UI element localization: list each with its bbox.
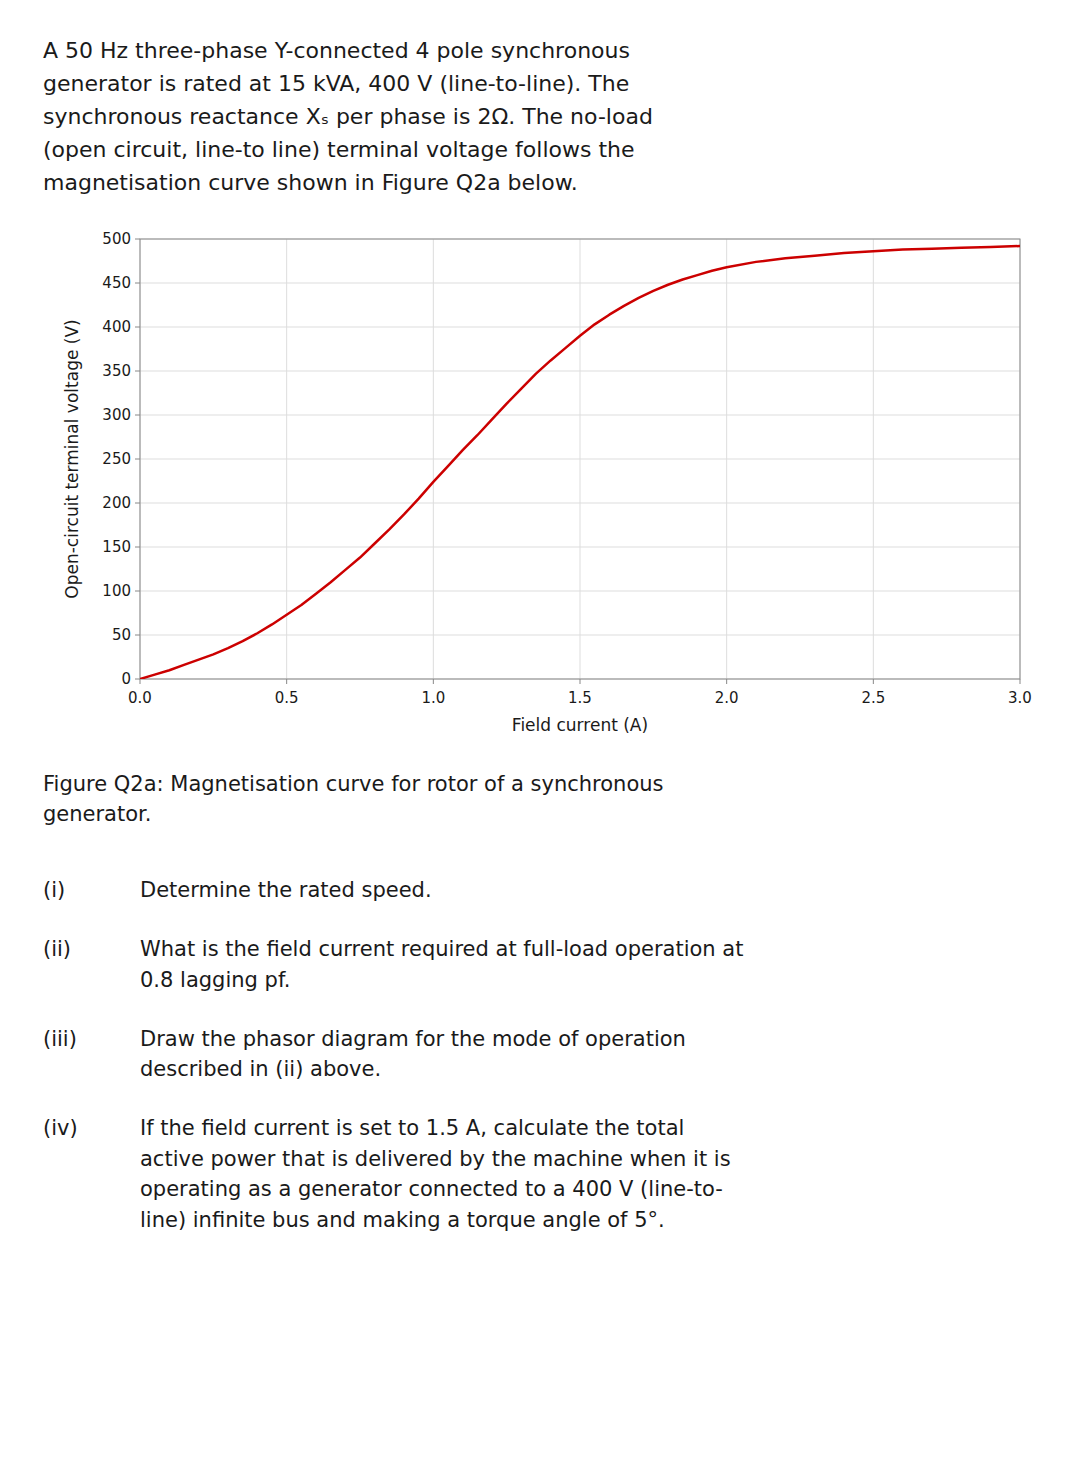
title: A 50 Hz three-phase Y-connected 4 pole s…	[43, 38, 653, 195]
tick-label-y: 400	[102, 318, 131, 336]
question-number: (i)	[43, 878, 65, 902]
x-axis-label: Field current (A)	[512, 715, 648, 735]
data-layer	[140, 246, 1020, 679]
tick-x	[580, 679, 581, 684]
tick-y	[135, 239, 140, 240]
tick-y	[135, 635, 140, 636]
question-number: (iii)	[43, 1027, 77, 1051]
grid-line-y	[140, 371, 1020, 372]
question-text: If the field current is set to 1.5 A, ca…	[140, 1116, 731, 1231]
grid-line-y	[140, 415, 1020, 416]
grid-line-y	[140, 503, 1020, 504]
title-line: A 50 Hz three-phase Y-connected 4 pole s…	[43, 38, 630, 63]
question-number-line: (i)	[43, 878, 65, 902]
tick-y	[135, 415, 140, 416]
tick-label-y: 350	[102, 362, 131, 380]
question-text: Determine the rated speed.	[140, 878, 432, 902]
title-line: generator is rated at 15 kVA, 400 V (lin…	[43, 71, 629, 96]
tick-x	[1020, 679, 1021, 684]
tick-label-x: 3.0	[1008, 689, 1032, 707]
question-number-line: (ii)	[43, 937, 71, 961]
tick-x	[286, 679, 287, 684]
tick-y	[135, 547, 140, 548]
ticks: 0.0 0.5 1.0 1.5 2.0 2.5 3.0 0 50 100 150 200 250 300 3…	[102, 230, 1032, 707]
question-number: (ii)	[43, 937, 71, 961]
question-text-line: If the field current is set to 1.5 A, ca…	[140, 1116, 684, 1140]
tick-y	[135, 371, 140, 372]
tick-y	[135, 459, 140, 460]
question-text: What is the field current required at fu…	[140, 937, 743, 991]
background	[0, 0, 1080, 1460]
question-number: (iv)	[43, 1116, 78, 1140]
caption: Figure Q2a: Magnetisation curve for roto…	[43, 772, 664, 826]
grid-line-y	[140, 459, 1020, 460]
tick-label-x: 1.5	[568, 689, 592, 707]
question-text-line: 0.8 lagging pf.	[140, 968, 290, 992]
question-text-line: What is the field current required at fu…	[140, 937, 743, 961]
question-text-line: active power that is delivered by the ma…	[140, 1147, 731, 1171]
tick-label-x: 0.0	[128, 689, 152, 707]
tick-label-y: 100	[102, 582, 131, 600]
caption-line: Figure Q2a: Magnetisation curve for roto…	[43, 772, 664, 796]
plot-frame	[140, 239, 1020, 679]
question-text: Draw the phasor diagram for the mode of …	[140, 1027, 686, 1081]
tick-y	[135, 679, 140, 680]
tick-label-y: 50	[112, 626, 131, 644]
tick-label-x: 2.5	[861, 689, 885, 707]
grid-line-y	[140, 547, 1020, 548]
tick-label-x: 1.0	[421, 689, 445, 707]
tick-y	[135, 327, 140, 328]
tick-label-y: 200	[102, 494, 131, 512]
tick-label-y: 250	[102, 450, 131, 468]
tick-label-x: 2.0	[715, 689, 739, 707]
tick-label-y: 300	[102, 406, 131, 424]
tick-x	[873, 679, 874, 684]
page: A 50 Hz three-phase Y-connected 4 pole s…	[0, 0, 1080, 1460]
question-text-line: Draw the phasor diagram for the mode of …	[140, 1027, 686, 1051]
grid-line-y	[140, 327, 1020, 328]
title-line: synchronous reactance Xₛ per phase is 2Ω…	[43, 104, 653, 129]
question-number-line: (iii)	[43, 1027, 77, 1051]
tick-label-y: 500	[102, 230, 131, 248]
magnetisation-curve	[140, 246, 1020, 679]
tick-x	[726, 679, 727, 684]
grid-line-y	[140, 283, 1020, 284]
question-text-line: operating as a generator connected to a …	[140, 1177, 723, 1201]
tick-label-y: 150	[102, 538, 131, 556]
tick-x	[433, 679, 434, 684]
title-line: magnetisation curve shown in Figure Q2a …	[43, 170, 578, 195]
tick-label-x: 0.5	[275, 689, 299, 707]
grid	[140, 239, 1020, 679]
question-number-line: (iv)	[43, 1116, 78, 1140]
question-text-line: Determine the rated speed.	[140, 878, 432, 902]
caption-line: generator.	[43, 802, 151, 826]
tick-label-y: 0	[121, 670, 131, 688]
question-text-line: line) infinite bus and making a torque a…	[140, 1208, 665, 1232]
tick-x	[140, 679, 141, 684]
tick-y	[135, 283, 140, 284]
y-axis-label: Open-circuit terminal voltage (V)	[62, 319, 82, 598]
grid-line-y	[140, 591, 1020, 592]
question-text-line: described in (ii) above.	[140, 1057, 381, 1081]
tick-y	[135, 591, 140, 592]
tick-y	[135, 503, 140, 504]
title-line: (open circuit, line-to line) terminal vo…	[43, 137, 635, 162]
tick-label-y: 450	[102, 274, 131, 292]
grid-line-y	[140, 635, 1020, 636]
